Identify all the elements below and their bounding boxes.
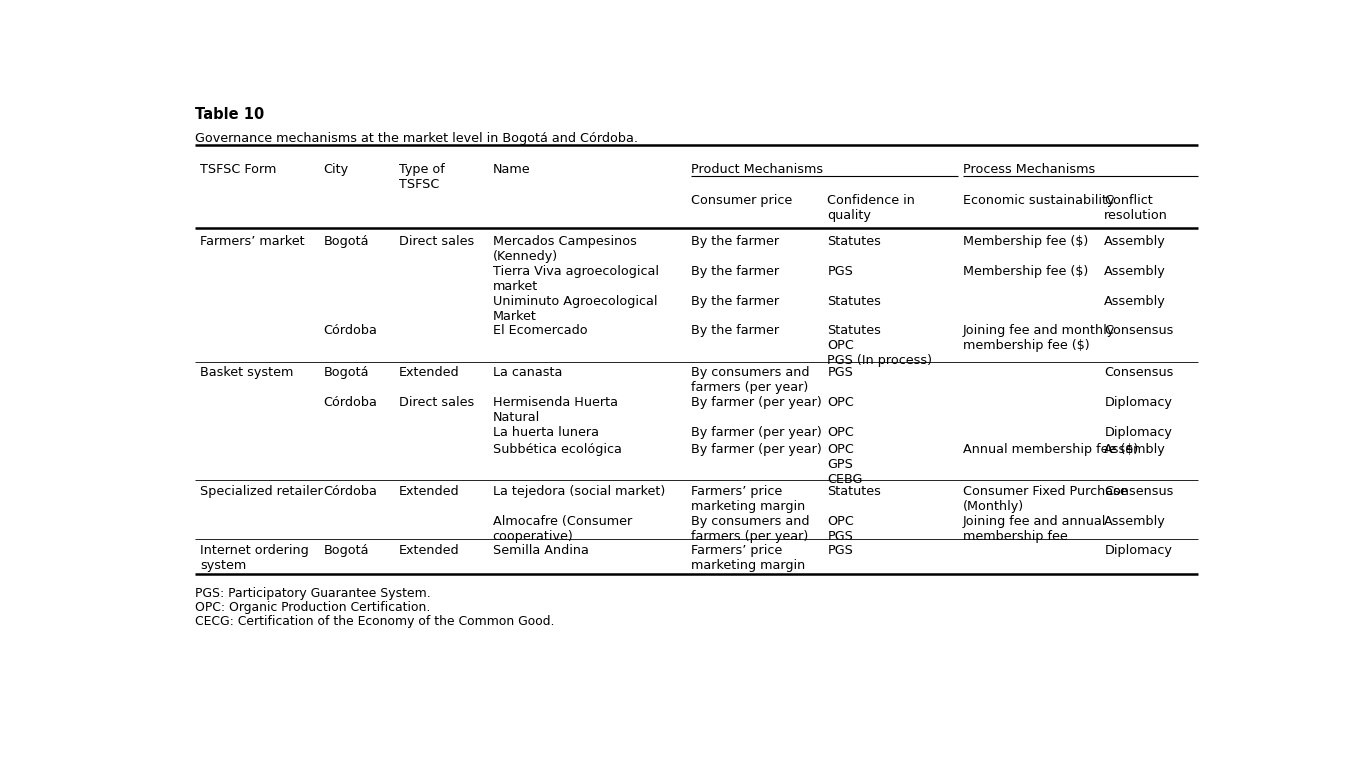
Text: Type of
TSFSC: Type of TSFSC — [399, 163, 444, 191]
Text: Direct sales: Direct sales — [399, 396, 473, 409]
Text: OPC: Organic Production Certification.: OPC: Organic Production Certification. — [194, 601, 430, 614]
Text: Direct sales: Direct sales — [399, 236, 473, 248]
Text: Consumer Fixed Purchase
(Monthly): Consumer Fixed Purchase (Monthly) — [963, 485, 1128, 513]
Text: PGS: PGS — [827, 544, 853, 557]
Text: Table 10: Table 10 — [194, 107, 264, 122]
Text: Consumer price: Consumer price — [692, 194, 793, 207]
Text: By farmer (per year): By farmer (per year) — [692, 426, 822, 439]
Text: By the farmer: By the farmer — [692, 265, 780, 278]
Text: Bogotá: Bogotá — [324, 367, 368, 380]
Text: Annual membership fee ($): Annual membership fee ($) — [963, 443, 1139, 456]
Text: OPC
PGS: OPC PGS — [827, 514, 854, 543]
Text: Farmers’ market: Farmers’ market — [200, 236, 305, 248]
Text: Consensus: Consensus — [1105, 367, 1174, 380]
Text: Bogotá: Bogotá — [324, 236, 368, 248]
Text: By consumers and
farmers (per year): By consumers and farmers (per year) — [692, 367, 809, 394]
Text: Assembly: Assembly — [1105, 236, 1166, 248]
Text: By the farmer: By the farmer — [692, 236, 780, 248]
Text: OPC
GPS
CEBG: OPC GPS CEBG — [827, 443, 862, 486]
Text: Extended: Extended — [399, 485, 459, 498]
Text: Confidence in
quality: Confidence in quality — [827, 194, 915, 222]
Text: Uniminuto Agroecological
Market: Uniminuto Agroecological Market — [492, 295, 657, 323]
Text: Córdoba: Córdoba — [324, 324, 378, 337]
Text: Statutes
OPC
PGS (In process): Statutes OPC PGS (In process) — [827, 324, 932, 367]
Text: Joining fee and monthly
membership fee ($): Joining fee and monthly membership fee (… — [963, 324, 1116, 352]
Text: PGS: Participatory Guarantee System.: PGS: Participatory Guarantee System. — [194, 587, 430, 600]
Text: Internet ordering
system: Internet ordering system — [200, 544, 309, 572]
Text: Assembly: Assembly — [1105, 514, 1166, 527]
Text: City: City — [324, 163, 348, 176]
Text: Mercados Campesinos
(Kennedy): Mercados Campesinos (Kennedy) — [492, 236, 637, 263]
Text: Almocafre (Consumer
cooperative): Almocafre (Consumer cooperative) — [492, 514, 631, 543]
Text: Membership fee ($): Membership fee ($) — [963, 265, 1089, 278]
Text: La canasta: La canasta — [492, 367, 563, 380]
Text: PGS: PGS — [827, 367, 853, 380]
Text: Diplomacy: Diplomacy — [1105, 426, 1172, 439]
Text: Córdoba: Córdoba — [324, 485, 378, 498]
Text: Subbética ecológica: Subbética ecológica — [492, 443, 622, 456]
Text: By the farmer: By the farmer — [692, 324, 780, 337]
Text: Assembly: Assembly — [1105, 443, 1166, 456]
Text: By consumers and
farmers (per year): By consumers and farmers (per year) — [692, 514, 809, 543]
Text: Farmers’ price
marketing margin: Farmers’ price marketing margin — [692, 485, 805, 513]
Text: Statutes: Statutes — [827, 485, 881, 498]
Text: Statutes: Statutes — [827, 295, 881, 307]
Text: Bogotá: Bogotá — [324, 544, 368, 557]
Text: Diplomacy: Diplomacy — [1105, 544, 1172, 557]
Text: Consensus: Consensus — [1105, 485, 1174, 498]
Text: Conflict
resolution: Conflict resolution — [1105, 194, 1168, 222]
Text: By the farmer: By the farmer — [692, 295, 780, 307]
Text: TSFSC Form: TSFSC Form — [200, 163, 277, 176]
Text: Joining fee and annual
membership fee: Joining fee and annual membership fee — [963, 514, 1106, 543]
Text: Semilla Andina: Semilla Andina — [492, 544, 588, 557]
Text: Diplomacy: Diplomacy — [1105, 396, 1172, 409]
Text: Extended: Extended — [399, 544, 459, 557]
Text: By farmer (per year): By farmer (per year) — [692, 396, 822, 409]
Text: Name: Name — [492, 163, 530, 176]
Text: Membership fee ($): Membership fee ($) — [963, 236, 1089, 248]
Text: Assembly: Assembly — [1105, 265, 1166, 278]
Text: Governance mechanisms at the market level in Bogotá and Córdoba.: Governance mechanisms at the market leve… — [194, 132, 638, 145]
Text: OPC: OPC — [827, 396, 854, 409]
Text: Product Mechanisms: Product Mechanisms — [692, 163, 823, 176]
Text: Extended: Extended — [399, 367, 459, 380]
Text: El Ecomercado: El Ecomercado — [492, 324, 587, 337]
Text: PGS: PGS — [827, 265, 853, 278]
Text: Process Mechanisms: Process Mechanisms — [963, 163, 1095, 176]
Text: Hermisenda Huerta
Natural: Hermisenda Huerta Natural — [492, 396, 618, 424]
Text: CECG: Certification of the Economy of the Common Good.: CECG: Certification of the Economy of th… — [194, 615, 554, 628]
Text: Specialized retailer: Specialized retailer — [200, 485, 322, 498]
Text: Consensus: Consensus — [1105, 324, 1174, 337]
Text: Córdoba: Córdoba — [324, 396, 378, 409]
Text: Economic sustainability: Economic sustainability — [963, 194, 1114, 207]
Text: Farmers’ price
marketing margin: Farmers’ price marketing margin — [692, 544, 805, 572]
Text: La huerta lunera: La huerta lunera — [492, 426, 599, 439]
Text: La tejedora (social market): La tejedora (social market) — [492, 485, 665, 498]
Text: By farmer (per year): By farmer (per year) — [692, 443, 822, 456]
Text: Tierra Viva agroecological
market: Tierra Viva agroecological market — [492, 265, 658, 293]
Text: Assembly: Assembly — [1105, 295, 1166, 307]
Text: Basket system: Basket system — [200, 367, 293, 380]
Text: Statutes: Statutes — [827, 236, 881, 248]
Text: OPC: OPC — [827, 426, 854, 439]
